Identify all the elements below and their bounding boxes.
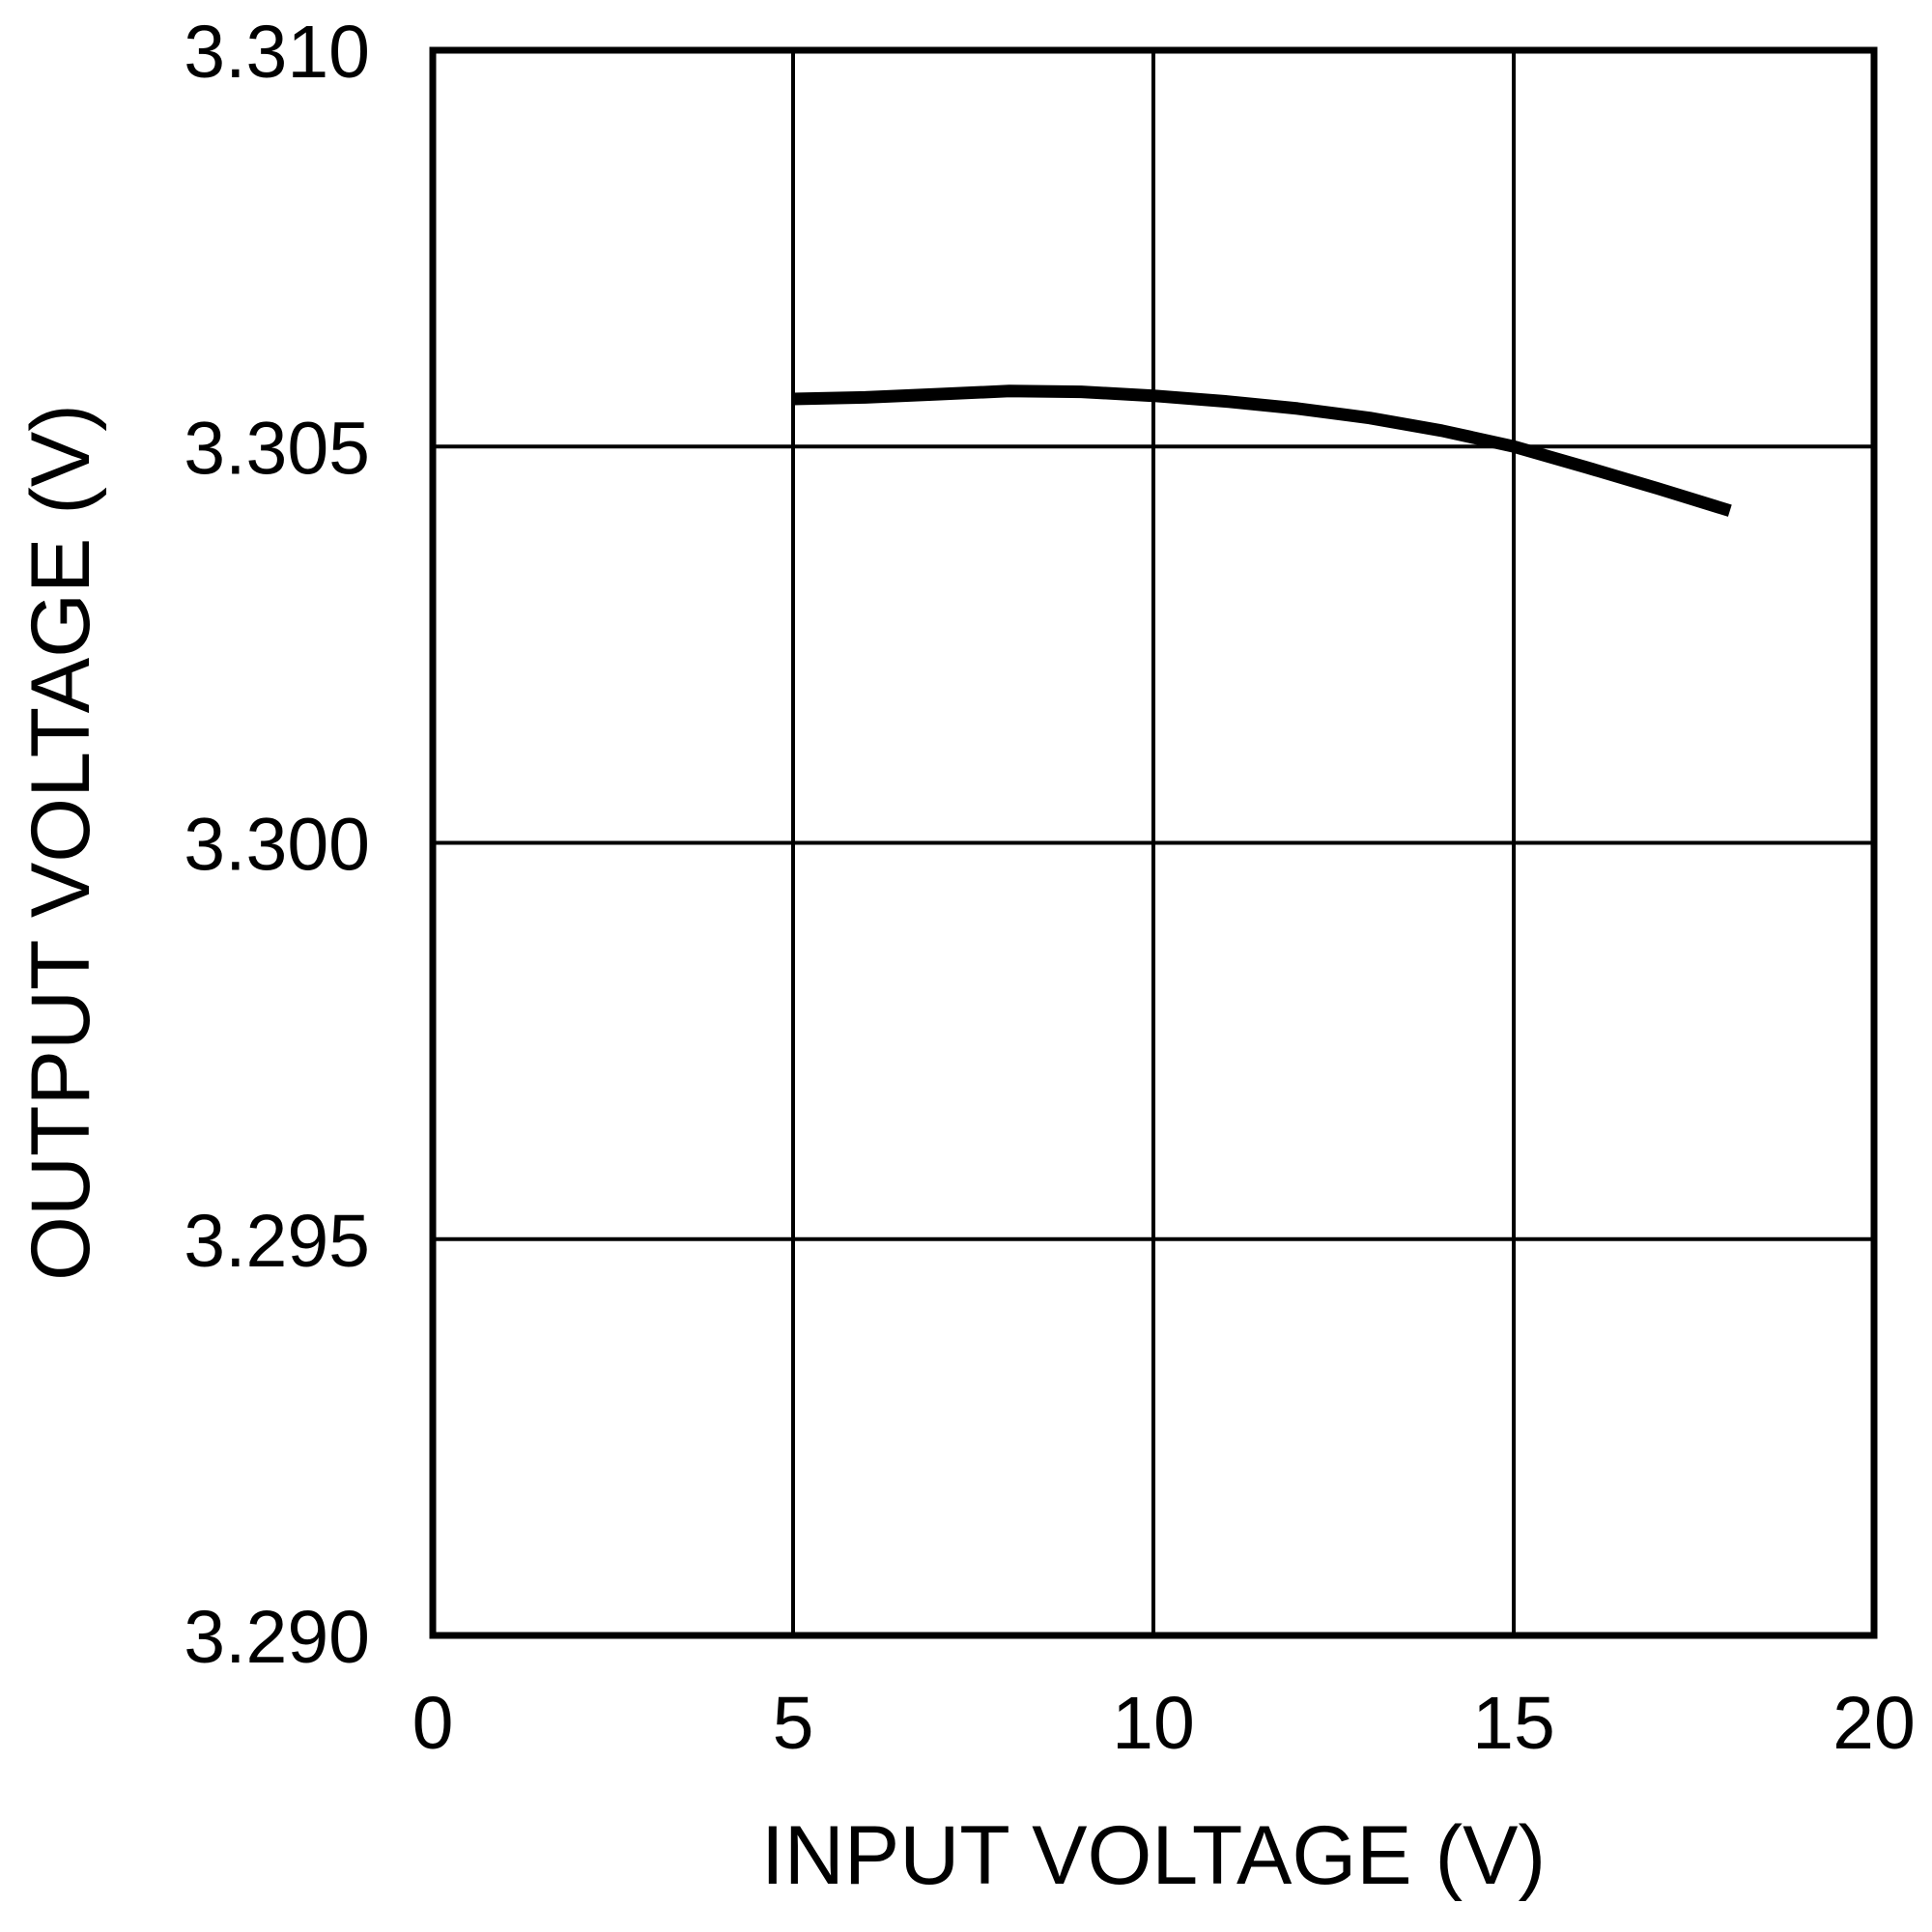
x-tick-label: 10 bbox=[1112, 1682, 1195, 1765]
plot-frame bbox=[429, 46, 1878, 1639]
y-tick-label: 3.310 bbox=[184, 11, 370, 94]
series-line bbox=[792, 384, 1732, 517]
y-tick-label: 3.305 bbox=[184, 407, 370, 490]
y-tick-labels: 3.290 3.295 3.300 3.305 3.310 bbox=[184, 11, 370, 1679]
series-group bbox=[792, 384, 1732, 517]
y-axis-label: OUTPUT VOLTAGE (V) bbox=[14, 404, 107, 1281]
x-tick-label: 15 bbox=[1472, 1682, 1555, 1765]
x-tick-label: 5 bbox=[773, 1682, 814, 1765]
x-tick-label: 20 bbox=[1833, 1682, 1916, 1765]
grid-lines bbox=[433, 50, 1874, 1635]
x-tick-labels: 0 5 10 15 20 bbox=[412, 1682, 1916, 1765]
y-tick-label: 3.300 bbox=[184, 804, 370, 887]
x-axis-label: INPUT VOLTAGE (V) bbox=[761, 1809, 1546, 1902]
y-tick-label: 3.290 bbox=[184, 1596, 370, 1679]
x-tick-label: 0 bbox=[412, 1682, 454, 1765]
y-tick-label: 3.295 bbox=[184, 1200, 370, 1283]
